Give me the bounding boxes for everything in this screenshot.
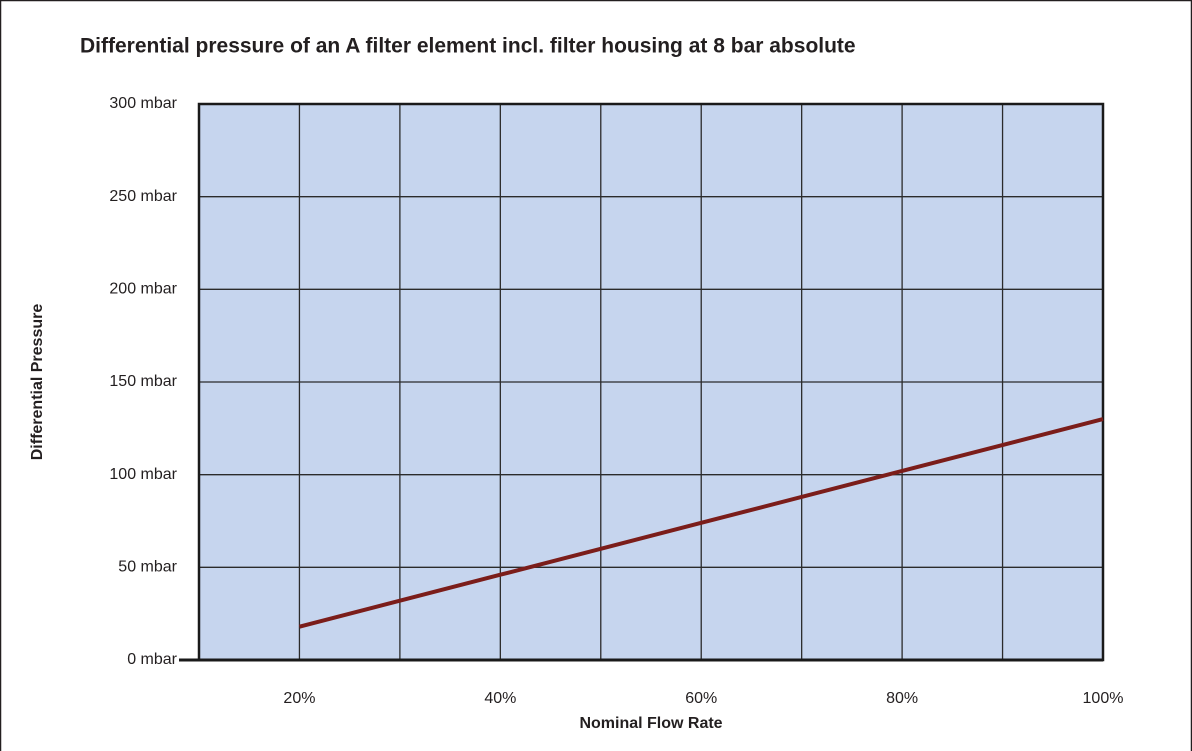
y-tick-label: 150 mbar bbox=[109, 373, 177, 390]
x-tick-label: 60% bbox=[685, 690, 717, 707]
y-tick-label: 100 mbar bbox=[109, 466, 177, 483]
x-tick-label: 100% bbox=[1083, 690, 1124, 707]
x-tick-label: 80% bbox=[886, 690, 918, 707]
x-tick-label: 20% bbox=[283, 690, 315, 707]
y-tick-label: 0 mbar bbox=[127, 651, 177, 668]
x-axis-label: Nominal Flow Rate bbox=[579, 715, 722, 732]
x-tick-label: 40% bbox=[484, 690, 516, 707]
y-tick-label: 300 mbar bbox=[109, 95, 177, 112]
data-line bbox=[298, 417, 1104, 629]
y-axis-label: Differential Pressure bbox=[29, 304, 46, 461]
y-tick-label: 250 mbar bbox=[109, 188, 177, 205]
chart-title: Differential pressure of an A filter ele… bbox=[80, 35, 856, 58]
y-tick-label: 200 mbar bbox=[109, 281, 177, 298]
y-tick-label: 50 mbar bbox=[118, 559, 177, 576]
